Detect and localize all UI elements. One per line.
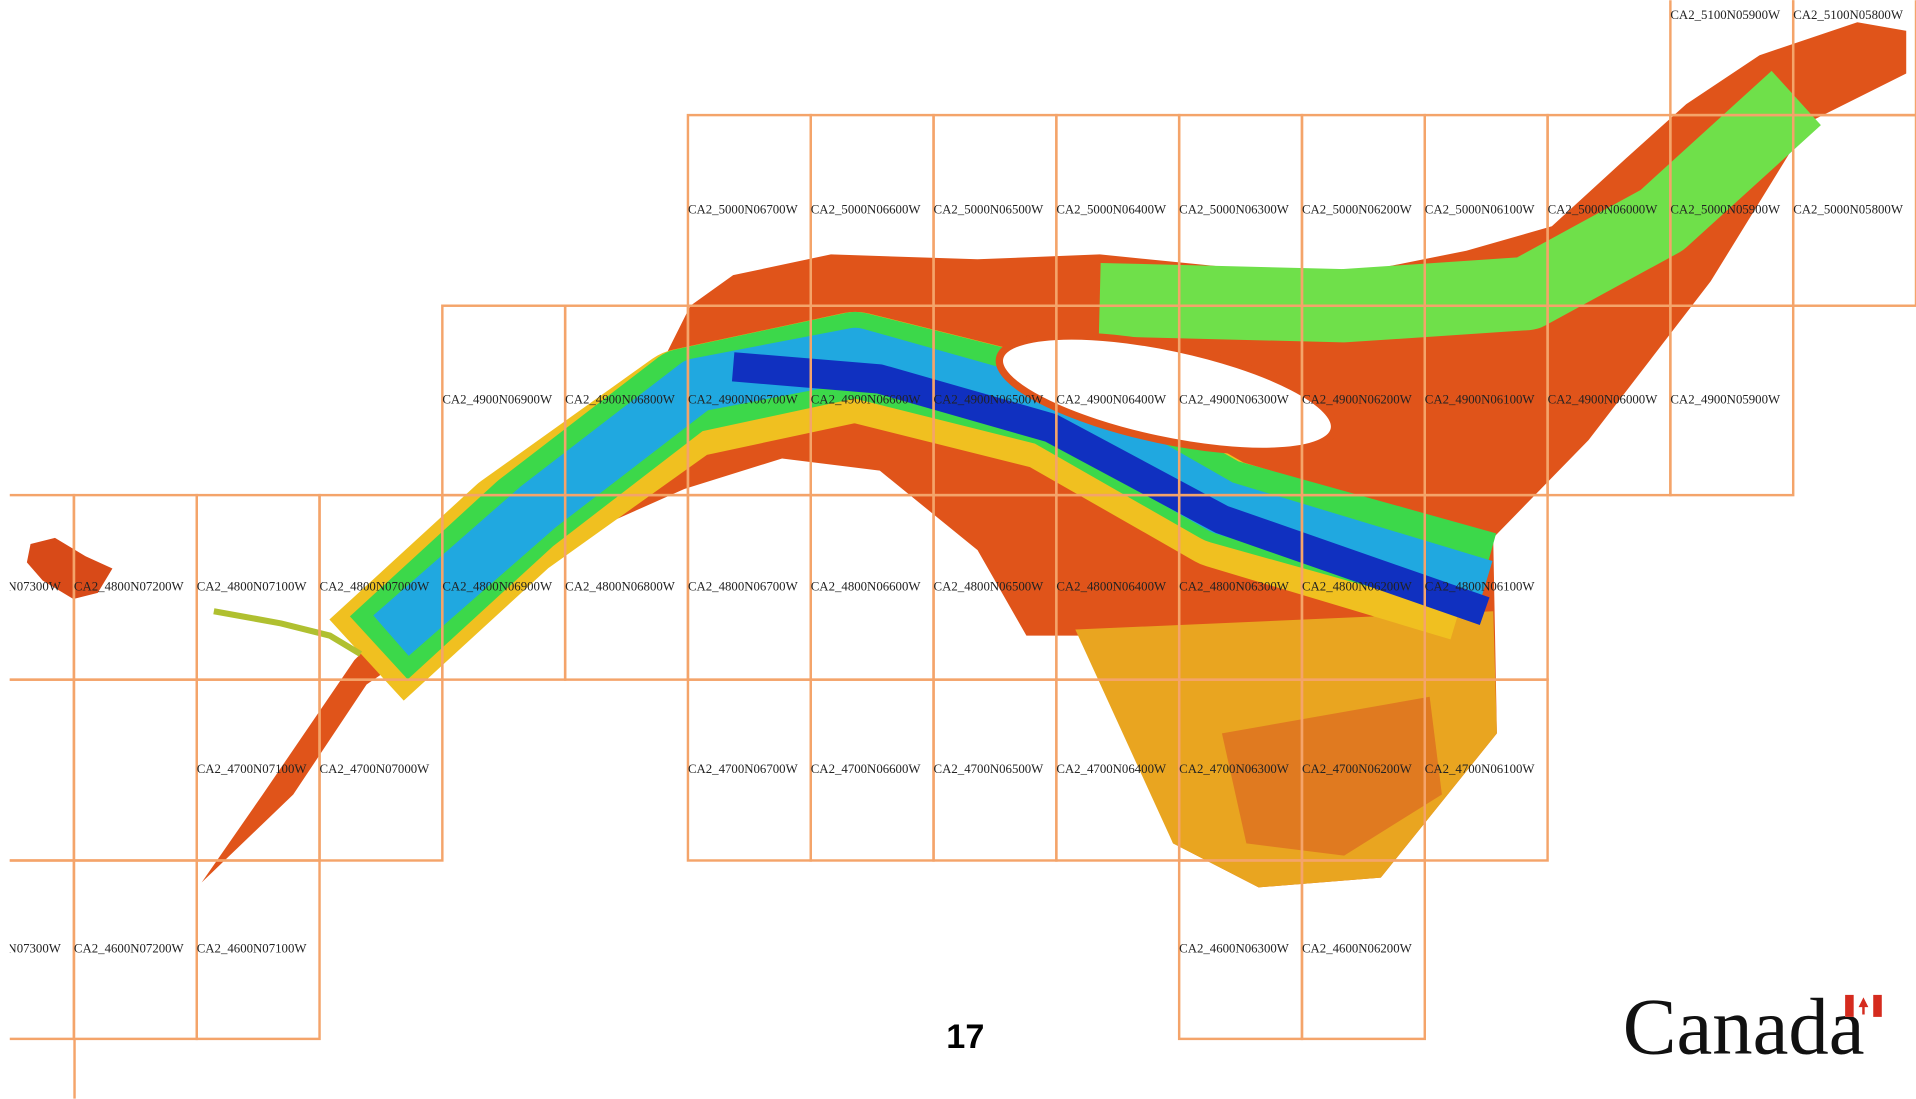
- tile-label: CA2_4800N07000W: [320, 579, 431, 593]
- tile-label: CA2_4800N07100W: [197, 579, 308, 593]
- flag-bar: [1873, 995, 1882, 1017]
- tile-label: CA2_5000N05800W: [1793, 202, 1904, 216]
- tile-label: CA2_4700N06300W: [1179, 762, 1290, 776]
- tile-label: CA2_4700N06200W: [1302, 762, 1413, 776]
- tile-label: CA2_4900N06100W: [1425, 392, 1536, 406]
- tile-label: CA2_5000N06300W: [1179, 202, 1290, 216]
- tile-label: CA2_4600N07200W: [74, 942, 185, 956]
- tile: [0, 680, 74, 861]
- tile-label: CA2_4900N06700W: [688, 392, 799, 406]
- tile-label: CA2_5100N05900W: [1670, 8, 1781, 22]
- bathymetry: [27, 22, 1906, 887]
- tile-label: CA2_5000N06400W: [1056, 202, 1167, 216]
- flag-bar: [1845, 995, 1854, 1017]
- tile-label: CA2_4700N06500W: [934, 762, 1045, 776]
- tile-label: CA2_4900N06300W: [1179, 392, 1290, 406]
- page: {"tiles":[ "CA2_5100N05900W","CA2_5100N0…: [0, 0, 1916, 1099]
- tile-label: CA2_4800N06800W: [565, 579, 676, 593]
- tile-label: CA2_4900N06800W: [565, 392, 676, 406]
- tile-label: CA2_4800N06500W: [934, 579, 1045, 593]
- canada-wordmark: Canada: [1623, 983, 1882, 1072]
- tile-label: CA2_5000N06000W: [1548, 202, 1659, 216]
- tile-label: CA2_5100N05800W: [1793, 8, 1904, 22]
- tile-label: CA2_4600N06200W: [1302, 942, 1413, 956]
- tile-label: CA2_4700N06100W: [1425, 762, 1536, 776]
- tile-label: CA2_5000N06200W: [1302, 202, 1413, 216]
- logo-text: Canada: [1623, 983, 1865, 1072]
- tile-label: CA2_4800N06400W: [1056, 579, 1167, 593]
- tile-label: CA2_4800N07200W: [74, 579, 185, 593]
- tile-label: CA2_4700N07000W: [320, 762, 431, 776]
- tile-label: CA2_5000N05900W: [1670, 202, 1781, 216]
- tile-label: CA2_4900N06400W: [1056, 392, 1167, 406]
- tile-label: CA2_4900N06500W: [934, 392, 1045, 406]
- tile-label: CA2_4600N07100W: [197, 942, 308, 956]
- tile-label: CA2_4800N06700W: [688, 579, 799, 593]
- tile-label: CA2_4900N06900W: [442, 392, 553, 406]
- tile-label: CA2_4600N06300W: [1179, 942, 1290, 956]
- tile-label: CA2_4700N06700W: [688, 762, 799, 776]
- tile-label: CA2_4600N07300W: [0, 942, 62, 956]
- tile: [74, 680, 197, 861]
- page-number: 17: [946, 1018, 984, 1056]
- tile-label: CA2_5000N06600W: [811, 202, 922, 216]
- map-slide: CA2_5100N05900W CA2_5100N05800W CA2_5000N0…: [0, 0, 1916, 1099]
- tile-label: CA2_4700N07100W: [197, 762, 308, 776]
- tile-label: CA2_5000N06500W: [934, 202, 1045, 216]
- tile-label: CA2_4800N07300W: [0, 579, 62, 593]
- tile-label: CA2_4800N06600W: [811, 579, 922, 593]
- tile-label: CA2_4800N06100W: [1425, 579, 1536, 593]
- tile-label: CA2_5000N06700W: [688, 202, 799, 216]
- tile-label: CA2_4800N06900W: [442, 579, 553, 593]
- tile-label: CA2_4900N06200W: [1302, 392, 1413, 406]
- tile-label: CA2_4700N06400W: [1056, 762, 1167, 776]
- tile-label: CA2_4900N06600W: [811, 392, 922, 406]
- tile-label: CA2_5000N06100W: [1425, 202, 1536, 216]
- tile-label: CA2_4800N06200W: [1302, 579, 1413, 593]
- tile-label: CA2_4800N06300W: [1179, 579, 1290, 593]
- tile-label: CA2_4900N06000W: [1548, 392, 1659, 406]
- tile-label: CA2_4700N06600W: [811, 762, 922, 776]
- tile-label: CA2_4900N05900W: [1670, 392, 1781, 406]
